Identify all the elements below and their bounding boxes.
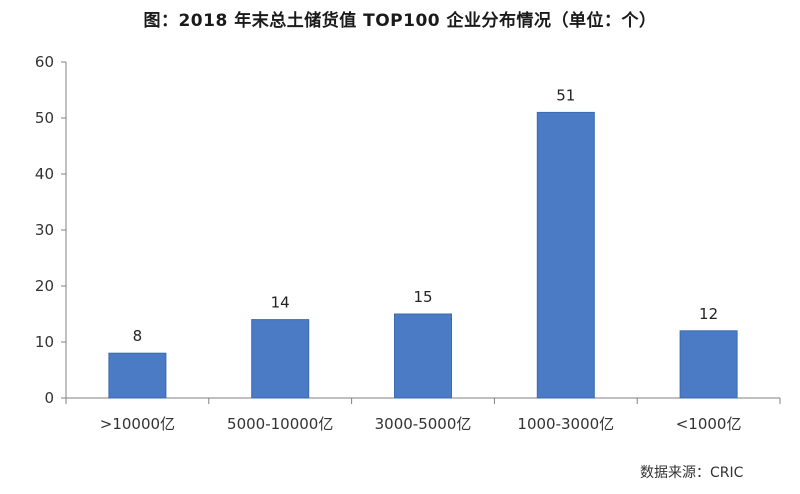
data-label: 8 [133, 327, 143, 345]
data-label: 12 [699, 305, 718, 323]
data-label: 51 [556, 86, 575, 104]
y-tick-label: 20 [35, 277, 54, 295]
y-tick-label: 40 [35, 165, 54, 183]
y-tick-label: 30 [35, 221, 54, 239]
x-tick-label: >10000亿 [100, 415, 175, 433]
chart-bars [108, 111, 738, 399]
data-label: 15 [413, 288, 432, 306]
bar [394, 313, 452, 399]
bar [536, 111, 595, 399]
source-note: 数据来源：CRIC [640, 465, 744, 481]
bar [679, 330, 738, 399]
x-tick-label: 5000-10000亿 [227, 415, 333, 433]
y-tick-label: 60 [35, 53, 54, 71]
y-tick-label: 10 [35, 333, 54, 351]
chart-title: 图：2018 年末总土储货值 TOP100 企业分布情况（单位：个） [143, 11, 657, 31]
x-tick-label: 1000-3000亿 [517, 415, 614, 433]
y-tick-label: 0 [44, 389, 54, 407]
x-tick-label: <1000亿 [676, 415, 742, 433]
bar [108, 352, 167, 399]
x-tick-label: 3000-5000亿 [375, 415, 472, 433]
y-tick-label: 50 [35, 109, 54, 127]
chart-labels: 8 >10000亿 14 5000-10000亿 15 3000-5000亿 51 1000-… [100, 86, 742, 433]
bar [251, 319, 310, 399]
data-label: 14 [271, 294, 290, 312]
